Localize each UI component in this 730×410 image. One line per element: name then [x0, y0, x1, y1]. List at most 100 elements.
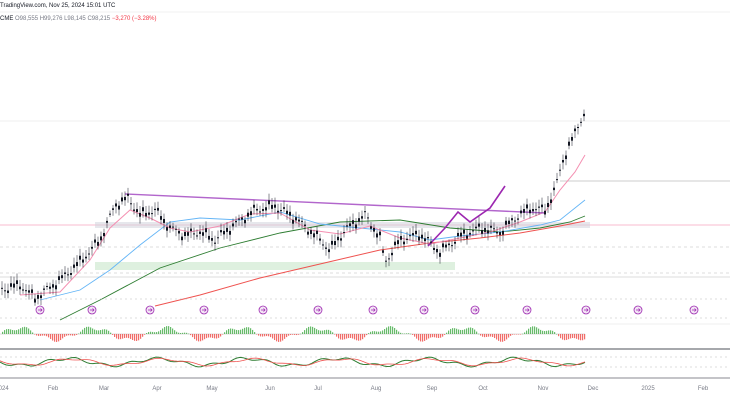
candle-body	[484, 228, 486, 232]
candle-body	[373, 227, 375, 232]
candle-body	[457, 232, 459, 237]
histogram-bar	[294, 334, 296, 335]
open-value: O98,555	[15, 16, 39, 22]
candle-body	[133, 209, 135, 211]
candle-body	[421, 234, 423, 239]
histogram-bar	[26, 327, 28, 334]
candle-body	[127, 193, 129, 196]
candle-body	[274, 204, 276, 208]
dividend-arrow-icon[interactable]	[145, 305, 155, 315]
dividend-arrow-icon[interactable]	[419, 305, 429, 315]
time-axis-label: Oct	[478, 386, 488, 392]
histogram-bar	[70, 334, 72, 336]
histogram-bar	[570, 334, 572, 339]
candle-body	[10, 283, 12, 287]
dividend-arrow-icon[interactable]	[87, 305, 97, 315]
histogram-bar	[390, 326, 392, 334]
forecast-path[interactable]	[427, 185, 506, 247]
candle-body	[280, 210, 282, 212]
time-axis-label: Apr	[152, 386, 161, 392]
candle-body	[97, 241, 99, 246]
candle-body	[229, 230, 231, 235]
histogram-bar	[264, 334, 266, 337]
time-axis[interactable]: 2024 Feb Mar Apr May Jun Jul Aug Sep Oct Nov Dec 202…	[0, 386, 709, 392]
histogram-bar	[322, 330, 324, 334]
candle-body	[424, 238, 426, 242]
histogram-bar	[20, 328, 22, 334]
histogram-bar	[422, 334, 424, 342]
candle-body	[118, 205, 120, 210]
candle-body	[385, 260, 387, 262]
histogram-bar	[342, 334, 344, 340]
histogram-bar	[412, 334, 414, 335]
candle-body	[574, 128, 576, 132]
histogram-bar	[184, 332, 186, 334]
histogram-bar	[558, 334, 560, 337]
candle-body	[433, 247, 435, 250]
histogram-bar	[158, 331, 160, 334]
dividend-arrow-icon[interactable]	[689, 305, 699, 315]
candle-body	[247, 212, 249, 217]
histogram-bar	[130, 334, 132, 339]
histogram-bar	[396, 329, 398, 334]
histogram-bar	[448, 330, 450, 334]
event-icons-row[interactable]	[35, 305, 699, 315]
candle-body	[253, 204, 255, 208]
candle-body	[319, 238, 321, 241]
histogram-bar	[104, 329, 106, 334]
candle-body	[73, 264, 75, 268]
dividend-arrow-icon[interactable]	[368, 305, 378, 315]
candle-body	[517, 218, 519, 220]
histogram-bar	[220, 334, 222, 337]
dividend-arrow-icon[interactable]	[633, 305, 643, 315]
histogram-bar	[148, 332, 150, 334]
candle-body	[409, 235, 411, 237]
histogram-bar	[182, 332, 184, 334]
candle-body	[583, 113, 585, 117]
dividend-arrow-icon[interactable]	[199, 305, 209, 315]
candle-body	[364, 211, 366, 213]
histogram-bar	[266, 334, 268, 337]
candle-body	[562, 159, 564, 163]
histogram-bar	[76, 334, 78, 335]
histogram-bar	[300, 333, 302, 335]
histogram-bar	[520, 334, 522, 335]
dividend-arrow-icon[interactable]	[35, 305, 45, 315]
histogram-bar	[274, 334, 276, 341]
dividend-arrow-icon[interactable]	[522, 305, 532, 315]
candle-body	[49, 286, 51, 289]
histogram-bar	[550, 330, 552, 334]
moving-average-mid	[39, 199, 586, 301]
time-axis-label: Dec	[588, 386, 599, 392]
candle-body	[25, 290, 27, 292]
histogram-bar	[316, 329, 318, 334]
candle-body	[34, 298, 36, 303]
candle-body	[235, 220, 237, 223]
dividend-arrow-icon[interactable]	[313, 305, 323, 315]
histogram-bar	[478, 333, 480, 335]
histogram-bar	[484, 334, 486, 338]
histogram-bar	[302, 332, 304, 334]
dividend-arrow-icon[interactable]	[581, 305, 591, 315]
dividend-arrow-icon[interactable]	[258, 305, 268, 315]
candle-body	[52, 284, 54, 288]
candle-body	[115, 203, 117, 207]
histogram-bar	[4, 330, 6, 334]
histogram-bar	[488, 334, 490, 337]
candle-body	[331, 240, 333, 245]
candle-body	[436, 248, 438, 253]
candle-body	[394, 241, 396, 246]
candle-body	[175, 228, 177, 230]
histogram-bar	[28, 328, 30, 334]
histogram-bar	[258, 334, 260, 336]
dividend-arrow-icon[interactable]	[470, 305, 480, 315]
histogram-bar	[12, 329, 14, 334]
trend-line[interactable]	[124, 193, 546, 214]
candle-body	[535, 209, 537, 211]
histogram-bar	[114, 334, 116, 337]
histogram-bar	[362, 334, 364, 340]
histogram-bar	[84, 327, 86, 334]
histogram-bar	[530, 327, 532, 334]
